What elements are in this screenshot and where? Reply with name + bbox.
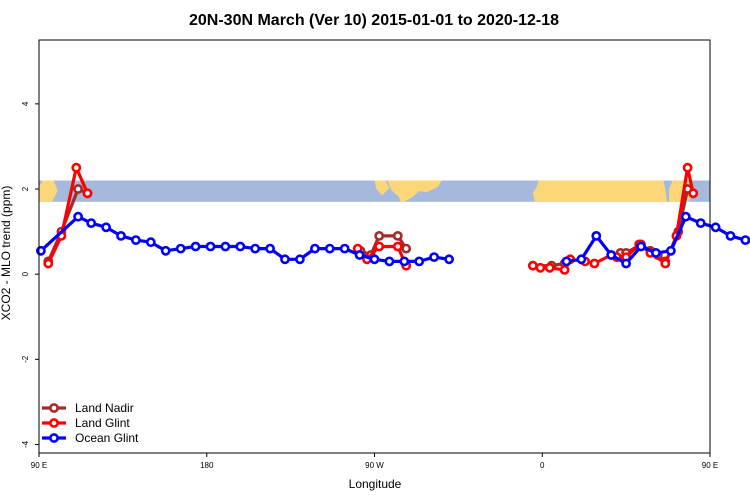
series-ocean-glint [36, 211, 750, 269]
land-glint-point [535, 262, 546, 273]
ocean-glint-point [740, 235, 750, 245]
ocean-glint-point [695, 218, 706, 228]
map-land-0 [374, 180, 390, 196]
ocean-glint-point [710, 222, 721, 233]
land-glint-point [392, 241, 403, 252]
ocean-glint-point [576, 254, 587, 265]
x-tick-label: 90 E [31, 461, 47, 470]
land-glint-point [682, 162, 693, 173]
ocean-glint-point [190, 241, 201, 252]
ocean-glint-point [324, 243, 335, 254]
ocean-glint-point [369, 254, 380, 265]
land-glint-point [589, 258, 600, 269]
ocean-glint-point [561, 256, 572, 267]
x-tick-label: 90 W [365, 461, 384, 470]
ocean-glint-point [36, 245, 46, 256]
y-axis-label: XCO2 - MLO trend (ppm) [0, 186, 13, 321]
ocean-glint-point [621, 258, 631, 269]
legend-item-ocean-glint: Ocean Glint [42, 431, 139, 445]
x-tick-label: 0 [540, 461, 545, 470]
world-map-strip [39, 180, 710, 202]
legend-label: Land Nadir [75, 401, 134, 415]
map-land-3 [39, 180, 58, 202]
land-glint-point [528, 260, 538, 271]
ocean-glint-point [160, 245, 171, 256]
land-nadir-point [73, 184, 83, 194]
land-glint-point [544, 262, 555, 273]
x-axis-label: Longitude [349, 477, 402, 491]
ocean-glint-point [354, 250, 365, 260]
land-glint-point [374, 241, 385, 252]
land-glint-point [660, 258, 671, 269]
ocean-glint-point [444, 254, 454, 265]
y-axis: -4 -2 0 2 4 [21, 101, 39, 448]
land-glint-point [82, 188, 93, 199]
ocean-glint-point [235, 241, 246, 252]
x-axis: 90 E 180 90 W 0 90 E [31, 453, 718, 470]
ocean-glint-point [636, 241, 646, 252]
ocean-glint-point [591, 230, 602, 241]
ocean-glint-point [429, 252, 439, 262]
legend-swatch-marker [49, 418, 59, 428]
ocean-glint-point [265, 243, 275, 254]
ocean-glint-point [280, 254, 290, 265]
ocean-glint-point [680, 211, 691, 222]
ocean-glint-point [725, 230, 736, 241]
y-tick-label: -4 [21, 440, 30, 448]
land-glint-line-0 [46, 166, 89, 265]
ocean-glint-point [309, 243, 320, 254]
y-tick-label: 4 [21, 101, 30, 106]
y-tick-label: -2 [21, 355, 30, 363]
map-land-1 [387, 180, 442, 202]
x-tick-label: 90 E [702, 461, 718, 470]
land-nadir-point [401, 243, 412, 254]
y-tick-label: 0 [21, 271, 30, 276]
land-glint-point [71, 162, 82, 173]
ocean-glint-point [414, 256, 425, 267]
ocean-glint-point [86, 218, 97, 228]
ocean-glint-point [651, 247, 661, 258]
land-glint-point [43, 258, 54, 269]
ocean-glint-point [73, 211, 83, 222]
ocean-glint-line-0 [39, 215, 450, 263]
land-glint-point [688, 188, 699, 199]
chart-title: 20N-30N March (Ver 10) 2015-01-01 to 202… [189, 12, 559, 29]
legend-label: Ocean Glint [75, 431, 139, 445]
map-land-2 [532, 180, 668, 202]
legend-item-land-glint: Land Glint [42, 416, 130, 430]
land-nadir-point [374, 230, 385, 241]
ocean-glint-point [175, 243, 186, 254]
ocean-glint-point [606, 250, 617, 260]
ocean-glint-point [205, 241, 216, 252]
x-tick-label: 180 [200, 461, 214, 470]
legend-swatch-marker [49, 433, 59, 443]
legend-item-land-nadir: Land Nadir [42, 401, 134, 415]
ocean-glint-point [116, 230, 126, 241]
y-tick-label: 2 [21, 186, 30, 191]
ocean-glint-point [384, 256, 395, 267]
ocean-glint-point [130, 235, 141, 245]
land-nadir-point [392, 230, 403, 241]
land-glint-point [559, 264, 570, 275]
ocean-glint-point [339, 243, 350, 254]
ocean-glint-point [145, 237, 156, 248]
legend-label: Land Glint [75, 416, 130, 430]
ocean-glint-point [666, 245, 676, 256]
ocean-glint-point [101, 222, 111, 233]
ocean-glint-point [250, 243, 261, 254]
ocean-glint-point [294, 254, 305, 265]
ocean-glint-point [220, 241, 231, 252]
ocean-glint-point [399, 256, 410, 267]
legend-swatch-marker [49, 403, 59, 413]
series-layer [36, 162, 750, 275]
